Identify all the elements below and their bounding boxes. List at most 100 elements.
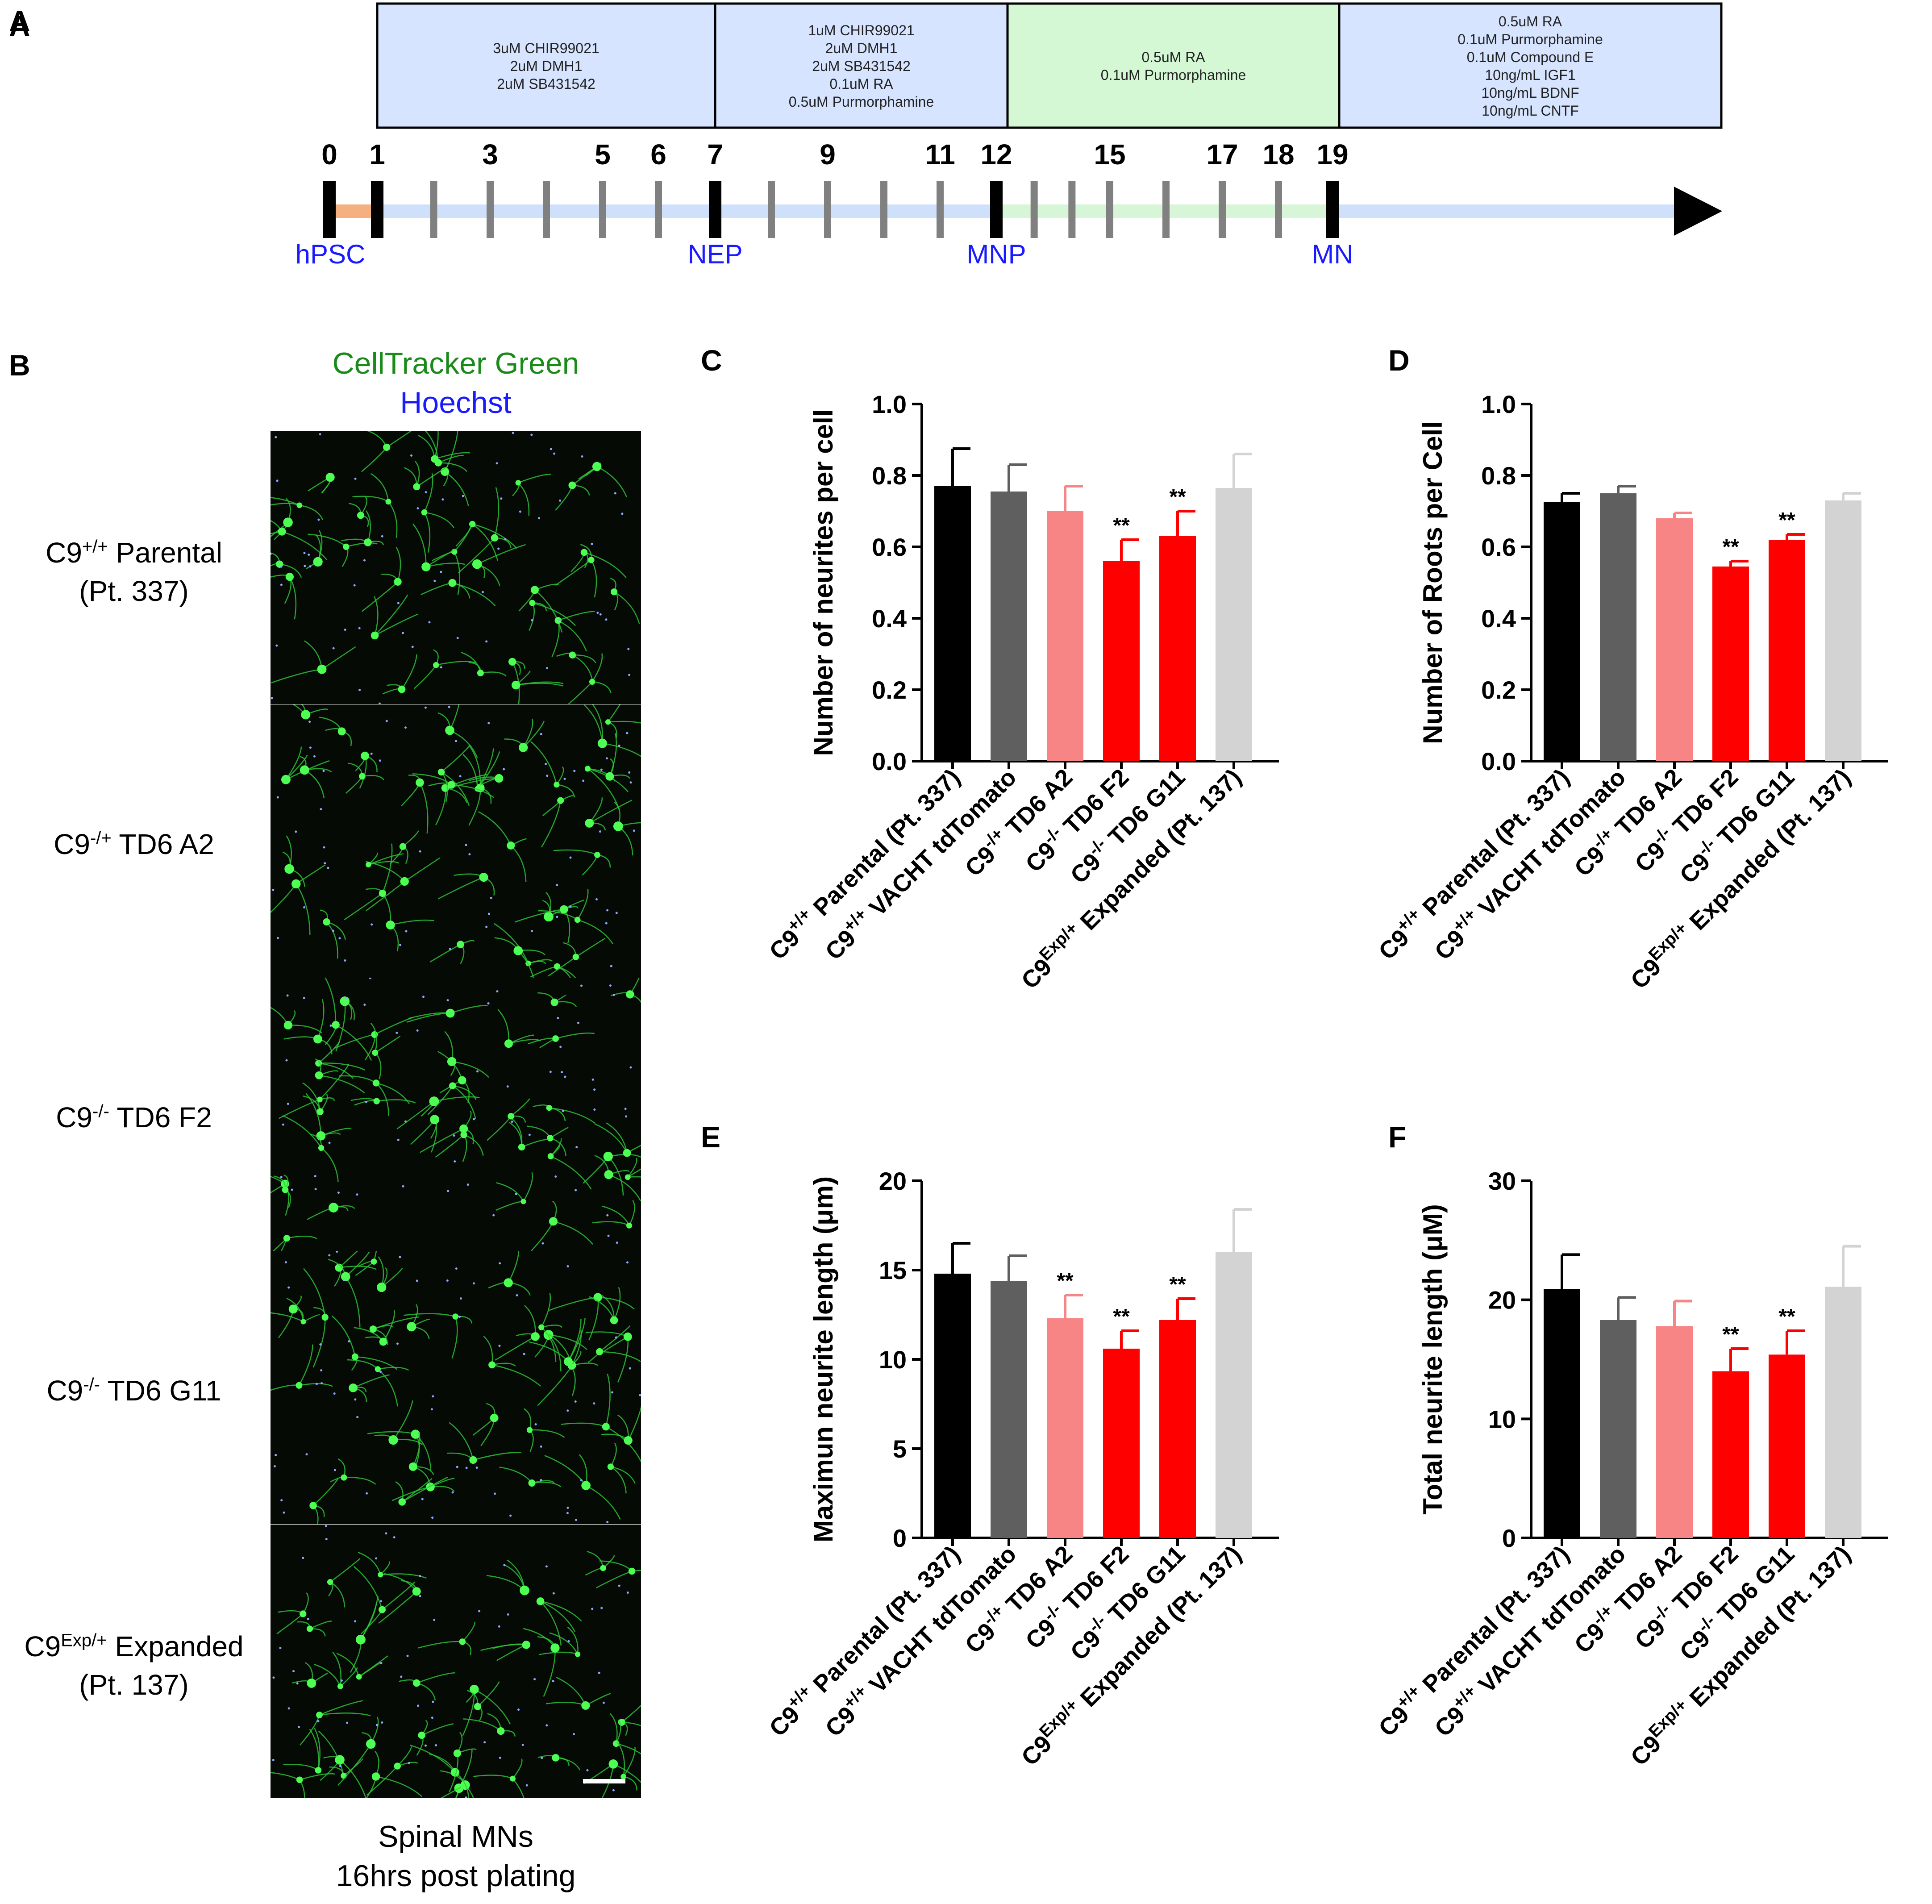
row-label-genotype: C9-/- TD6 F2 bbox=[56, 1101, 212, 1133]
cell-body bbox=[469, 1456, 477, 1464]
nucleus-dot bbox=[305, 1453, 308, 1456]
significance-marker: ** bbox=[1169, 485, 1186, 509]
neurite-process bbox=[346, 542, 378, 548]
bar-6 bbox=[1216, 1252, 1252, 1538]
cell-body bbox=[531, 1332, 540, 1341]
neurite-process bbox=[321, 1147, 339, 1182]
neurite-process bbox=[592, 704, 604, 744]
panel-b-caption: Spinal MNs 16hrs post plating bbox=[271, 1817, 641, 1896]
cell-body bbox=[364, 538, 372, 546]
neurite-process bbox=[338, 1251, 358, 1268]
y-tick-label: 0.6 bbox=[1481, 533, 1516, 561]
neurite-process bbox=[610, 1443, 617, 1467]
day-label: 3 bbox=[482, 138, 498, 171]
neurite-process bbox=[326, 921, 338, 959]
cell-body bbox=[497, 1727, 505, 1735]
timeline-segment-blue-2 bbox=[1332, 204, 1676, 218]
neurite-process bbox=[472, 523, 499, 561]
significance-marker: ** bbox=[1113, 514, 1130, 537]
nucleus-dot bbox=[320, 808, 322, 811]
nucleus-dot bbox=[581, 455, 583, 458]
nucleus-dot bbox=[453, 1134, 455, 1137]
day-label: 18 bbox=[1262, 138, 1294, 171]
cell-body bbox=[340, 996, 350, 1006]
neurite-process bbox=[358, 1662, 381, 1678]
nucleus-dot bbox=[354, 477, 357, 480]
neurite-process bbox=[587, 1551, 604, 1568]
timeline-minor-tick bbox=[1068, 181, 1076, 238]
y-tick-label: 10 bbox=[1488, 1405, 1516, 1433]
nucleus-dot bbox=[456, 1466, 458, 1468]
neurite-process bbox=[344, 1477, 376, 1485]
nucleus-dot bbox=[496, 990, 499, 993]
nucleus-dot bbox=[519, 510, 521, 513]
neurite-process bbox=[540, 1601, 562, 1646]
cell-body bbox=[574, 917, 581, 923]
nucleus-dot bbox=[538, 517, 541, 520]
cell-body bbox=[515, 480, 521, 486]
condition-box-1: 3uM CHIR99021 2uM DMH1 2uM SB431542 bbox=[376, 2, 716, 129]
nucleus-dot bbox=[606, 1521, 609, 1523]
nucleus-dot bbox=[545, 762, 547, 765]
neurite-process bbox=[487, 1116, 512, 1141]
neurite-process bbox=[499, 1467, 533, 1483]
neurite-process bbox=[355, 1356, 398, 1370]
condition-line: 3uM CHIR99021 bbox=[493, 40, 599, 56]
nucleus-dot bbox=[563, 778, 566, 780]
cell-body bbox=[288, 1304, 298, 1314]
cell-body bbox=[282, 1186, 289, 1193]
cell-body bbox=[300, 1610, 307, 1617]
nucleus-dot bbox=[626, 732, 629, 734]
neurite-process bbox=[396, 1101, 435, 1129]
nucleus-dot bbox=[451, 1491, 454, 1494]
timeline-segment-blue-1 bbox=[377, 204, 996, 218]
nucleus-dot bbox=[406, 1654, 409, 1657]
neurite-process bbox=[570, 552, 585, 572]
nucleus-dot bbox=[338, 937, 341, 940]
neurite-process bbox=[445, 787, 467, 803]
cell-body bbox=[358, 773, 366, 780]
nucleus-dot bbox=[430, 1408, 433, 1411]
nucleus-dot bbox=[556, 916, 558, 918]
nucleus-dot bbox=[272, 888, 275, 891]
neurite-process bbox=[421, 582, 453, 596]
nucleus-dot bbox=[419, 850, 421, 853]
nucleus-dot bbox=[562, 1110, 564, 1112]
cell-body bbox=[495, 774, 504, 783]
neurite-process bbox=[424, 512, 431, 553]
nucleus-dot bbox=[399, 944, 402, 946]
neurite-process bbox=[392, 1400, 413, 1441]
cell-body bbox=[316, 1096, 323, 1103]
bar-5 bbox=[1769, 1354, 1805, 1538]
neurite-process bbox=[360, 1609, 383, 1634]
neurite-process bbox=[582, 854, 598, 876]
nucleus-dot bbox=[322, 770, 325, 772]
nucleus-dot bbox=[337, 1192, 340, 1194]
nucleus-dot bbox=[498, 1345, 501, 1347]
neurite-process bbox=[412, 523, 427, 567]
cell-body bbox=[564, 1357, 573, 1366]
neurite-process bbox=[435, 1134, 464, 1158]
neurite-process bbox=[436, 661, 476, 666]
neurite-process bbox=[271, 497, 300, 506]
neurite-process bbox=[429, 944, 461, 962]
significance-marker: ** bbox=[1113, 1305, 1130, 1329]
nucleus-dot bbox=[517, 1708, 520, 1711]
cell-body bbox=[568, 481, 576, 489]
cell-body bbox=[335, 1755, 345, 1765]
nucleus-dot bbox=[324, 862, 326, 865]
nucleus-dot bbox=[476, 1070, 479, 1073]
neurite-process bbox=[409, 1744, 456, 1773]
neurite-process bbox=[288, 1025, 322, 1033]
condition-line: 10ng/mL BDNF bbox=[1481, 85, 1579, 101]
nucleus-dot bbox=[475, 1467, 478, 1469]
neurite-process bbox=[550, 1155, 592, 1190]
neurite-process bbox=[329, 1558, 361, 1583]
neurite-process bbox=[353, 1374, 390, 1389]
nucleus-dot bbox=[531, 619, 533, 621]
y-tick-label: 0.0 bbox=[1481, 747, 1516, 775]
neurite-process bbox=[538, 910, 578, 921]
nucleus-dot bbox=[375, 1724, 378, 1726]
neurite-process bbox=[341, 538, 368, 543]
neurite-process bbox=[529, 603, 535, 631]
